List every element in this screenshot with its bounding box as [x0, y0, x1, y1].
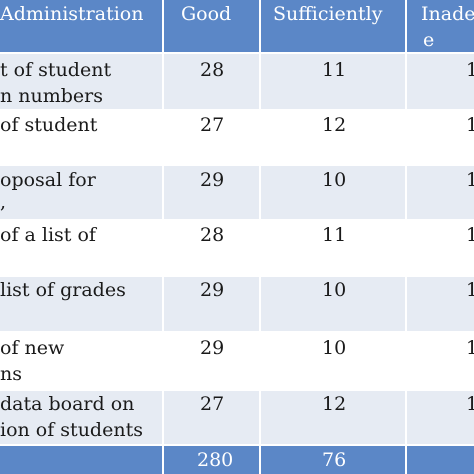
row-label-cell: of student	[0, 111, 163, 164]
total-good: 280	[197, 449, 234, 471]
sufficiently-cell: 12	[260, 111, 406, 164]
good-value: 27	[200, 393, 225, 415]
row-divider	[0, 164, 474, 166]
row-divider	[0, 219, 474, 221]
good-cell: 28	[163, 221, 260, 275]
row-label-line1: of student	[0, 114, 98, 136]
sufficiently-value: 12	[322, 114, 347, 136]
row-label-line1: of a list of	[0, 224, 96, 246]
inadequate-cell: 1	[406, 333, 474, 389]
good-value: 29	[200, 279, 225, 301]
sufficiently-cell: 11	[260, 221, 406, 275]
good-value: 29	[200, 169, 225, 191]
row-label-line2: ns	[0, 363, 22, 385]
sufficiently-cell: 11	[260, 54, 406, 109]
good-cell: 29	[163, 277, 260, 331]
sufficiently-value: 11	[322, 224, 347, 246]
inadequate-value: 1	[466, 224, 474, 246]
row-label-line1: oposal for	[0, 169, 96, 191]
sufficiently-value: 11	[322, 59, 347, 81]
header-cell-sufficiently: Sufficiently	[260, 0, 406, 52]
table-row: list of grades 29 10 1	[0, 277, 474, 331]
good-cell: 28	[163, 54, 260, 109]
header-label-inadequate-line1: Inade	[421, 3, 474, 25]
good-cell: 29	[163, 333, 260, 389]
row-label-line2: ion of students	[0, 419, 143, 441]
table-row: of a list of 28 11 1	[0, 221, 474, 275]
column-divider	[405, 0, 407, 474]
header-label-administration: Administration	[0, 3, 144, 25]
header-cell-good: Good	[163, 0, 260, 52]
row-label-line1: of new	[0, 337, 65, 359]
good-value: 28	[200, 59, 225, 81]
sufficiently-cell: 10	[260, 277, 406, 331]
inadequate-value: 1	[466, 169, 474, 191]
good-cell: 29	[163, 166, 260, 219]
row-label-line2: n numbers	[0, 85, 104, 107]
sufficiently-cell: 10	[260, 166, 406, 219]
good-value: 29	[200, 337, 225, 359]
header-cell-inadequate: Inade e	[406, 0, 474, 52]
inadequate-cell: 1	[406, 221, 474, 275]
good-value: 28	[200, 224, 225, 246]
inadequate-cell: 1	[406, 277, 474, 331]
row-label-cell: of new ns	[0, 333, 163, 389]
inadequate-cell: 1	[406, 54, 474, 109]
good-value: 27	[200, 114, 225, 136]
row-label-cell: list of grades	[0, 277, 163, 331]
table-row: of new ns 29 10 1	[0, 333, 474, 389]
total-sufficiently: 76	[322, 449, 347, 471]
row-label-line2: ,	[0, 191, 7, 213]
row-label-cell: t of student n numbers	[0, 54, 163, 109]
table-row: oposal for , 29 10 1	[0, 166, 474, 219]
header-label-inadequate-line2: e	[423, 29, 435, 51]
inadequate-value: 1	[466, 114, 474, 136]
good-cell: 27	[163, 391, 260, 444]
inadequate-cell: 1	[406, 111, 474, 164]
row-label-cell: of a list of	[0, 221, 163, 275]
row-label-cell: data board on ion of students	[0, 391, 163, 444]
inadequate-cell: 1	[406, 166, 474, 219]
row-divider	[0, 52, 474, 54]
sufficiently-cell: 10	[260, 333, 406, 389]
header-cell-administration: Administration	[0, 0, 163, 52]
table-row: of student 27 12 1	[0, 111, 474, 164]
sufficiently-value: 10	[322, 279, 347, 301]
row-divider	[0, 389, 474, 391]
row-label-cell: oposal for ,	[0, 166, 163, 219]
row-divider	[0, 444, 474, 446]
inadequate-cell: 1	[406, 391, 474, 444]
table-row: t of student n numbers 28 11 1	[0, 54, 474, 109]
row-label-line1: data board on	[0, 393, 135, 415]
inadequate-value: 1	[466, 393, 474, 415]
column-divider	[162, 0, 164, 474]
inadequate-value: 1	[466, 337, 474, 359]
row-label-line1: t of student	[0, 59, 112, 81]
sufficiently-value: 10	[322, 337, 347, 359]
header-label-good: Good	[181, 3, 232, 25]
sufficiently-value: 12	[322, 393, 347, 415]
totals-row: 280 76	[0, 446, 474, 474]
row-divider	[0, 109, 474, 111]
row-divider	[0, 275, 474, 277]
row-divider	[0, 331, 474, 333]
inadequate-value: 1	[466, 59, 474, 81]
sufficiently-cell: 12	[260, 391, 406, 444]
good-cell: 27	[163, 111, 260, 164]
header-label-sufficiently: Sufficiently	[273, 3, 383, 25]
sufficiently-value: 10	[322, 169, 347, 191]
row-label-line1: list of grades	[0, 279, 126, 301]
column-divider	[259, 0, 261, 474]
table-row: data board on ion of students 27 12 1	[0, 391, 474, 444]
inadequate-value: 1	[466, 279, 474, 301]
